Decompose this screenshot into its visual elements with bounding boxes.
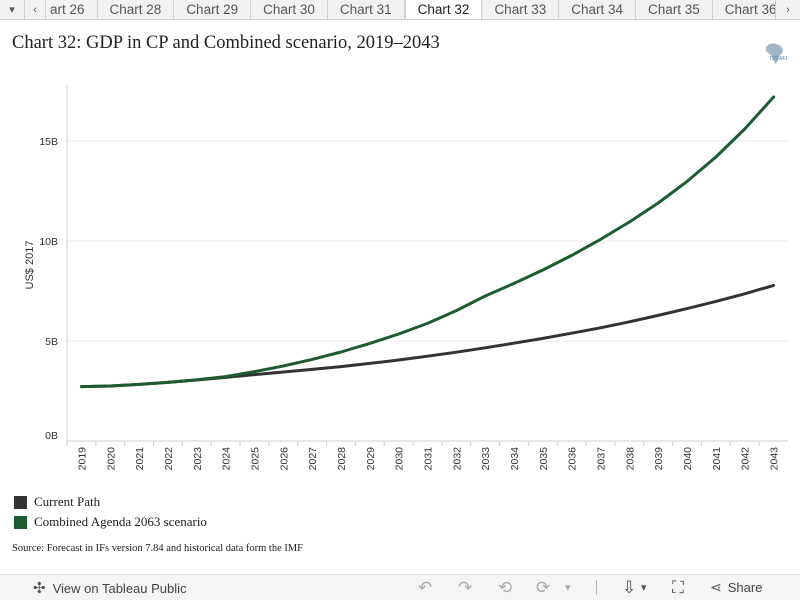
x-tick-label: 2020	[105, 447, 117, 471]
x-tick-label: 2028	[336, 447, 348, 471]
download-icon[interactable]: ⇩	[622, 578, 637, 597]
tab-chart-31[interactable]: Chart 31	[328, 0, 405, 19]
x-tick-label: 2037	[596, 447, 608, 471]
view-on-tableau-link[interactable]: ✣ View on Tableau Public	[33, 579, 187, 597]
x-tick-label: 2029	[365, 447, 377, 471]
x-tick-label: 2040	[682, 447, 694, 471]
tab-chart-34[interactable]: Chart 34	[559, 0, 636, 19]
tab-chart-32[interactable]: Chart 32	[404, 0, 483, 19]
gdp-line-chart: 0B 5B 10B 15B 2019 2020 2021 2022 2023 2024 2025 20…	[24, 85, 788, 471]
tab-chart-35[interactable]: Chart 35	[636, 0, 713, 19]
sheet-tabs: art 26 Chart 28 Chart 29 Chart 30 Chart 31 Ch…	[46, 0, 775, 19]
redo-icon[interactable]: ↷	[458, 578, 473, 597]
refresh-dropdown-icon[interactable]: ▾	[565, 582, 571, 594]
x-tick-label: 2031	[423, 447, 435, 471]
x-tick-label: 2032	[451, 447, 463, 471]
revert-icon[interactable]: ⟲	[498, 578, 513, 597]
legend-swatch-combined-scenario	[14, 515, 27, 529]
x-tick-label: 2043	[769, 447, 781, 471]
legend-label-current-path: Current Path	[34, 494, 101, 509]
tab-scroll-left-icon[interactable]: ‹	[25, 0, 46, 19]
view-on-tableau-label: View on Tableau Public	[52, 580, 187, 596]
tab-chart-28[interactable]: Chart 28	[98, 0, 175, 19]
tab-scroll-right-icon[interactable]: ›	[775, 0, 800, 19]
chart-title: Chart 32: GDP in CP and Combined scenari…	[12, 33, 440, 53]
y-axis-label: US$ 2017	[24, 241, 36, 290]
legend-label-combined-scenario: Combined Agenda 2063 scenario	[34, 514, 207, 529]
y-tick-label: 0B	[45, 430, 58, 442]
x-tick-label: 2033	[480, 447, 492, 471]
source-note: Source: Forecast in IFs version 7.84 and…	[12, 543, 304, 554]
legend-item-combined-scenario[interactable]: Combined Agenda 2063 scenario	[14, 512, 207, 532]
x-tick-label: 2042	[740, 447, 752, 471]
x-tick-label: 2024	[221, 447, 233, 471]
tab-chart-36[interactable]: Chart 36	[713, 0, 775, 19]
chart-legend: Current Path Combined Agenda 2063 scenar…	[14, 492, 207, 532]
x-tick-label: 2039	[653, 447, 665, 471]
download-dropdown-icon[interactable]: ▾	[641, 582, 647, 594]
tab-chart-29[interactable]: Chart 29	[174, 0, 252, 19]
refresh-icon[interactable]: ⟳	[536, 578, 551, 597]
x-tick-label: 2026	[278, 447, 290, 471]
tableau-toolbar: ✣ View on Tableau Public ↶ ↷ ⟲ ⟳ ▾ ⇩ ▾ ⛶…	[0, 574, 800, 600]
series-line-combined-scenario	[79, 95, 776, 389]
sheet-tab-bar: ▾ ‹ art 26 Chart 28 Chart 29 Chart 30 Chart …	[0, 0, 800, 20]
x-tick-label: 2035	[538, 447, 550, 471]
x-tick-label: 2021	[134, 447, 146, 471]
undo-icon[interactable]: ↶	[418, 578, 433, 597]
y-tick-label: 5B	[45, 336, 58, 348]
x-tick-label: 2027	[307, 447, 319, 471]
y-tick-label: 15B	[39, 136, 58, 148]
tab-menu-dropdown-icon[interactable]: ▾	[0, 0, 25, 19]
share-button[interactable]: ⋖ Share	[710, 579, 762, 596]
share-icon: ⋖	[710, 579, 722, 595]
iss-africa-logo: ISS AFI	[765, 43, 787, 64]
x-tick-label: 2030	[394, 447, 406, 471]
x-tick-label: 2036	[567, 447, 579, 471]
x-tick-label: 2025	[249, 447, 261, 471]
toolbar-divider	[596, 580, 597, 595]
tab-art-26[interactable]: art 26	[46, 0, 98, 19]
tab-chart-30[interactable]: Chart 30	[251, 0, 328, 19]
tableau-logo-icon: ✣	[33, 580, 46, 597]
x-tick-label: 2038	[624, 447, 636, 471]
share-label: Share	[727, 580, 763, 595]
x-tick-label: 2034	[509, 447, 521, 471]
svg-text:ISS AFI: ISS AFI	[770, 56, 787, 62]
x-tick-label: 2022	[163, 447, 175, 471]
y-tick-label: 10B	[39, 236, 58, 248]
legend-item-current-path[interactable]: Current Path	[14, 492, 207, 512]
fullscreen-icon[interactable]: ⛶	[672, 578, 684, 597]
x-tick-label: 2023	[192, 447, 204, 471]
legend-swatch-current-path	[14, 495, 27, 509]
series-line-current-path	[79, 283, 776, 389]
x-tick-label: 2019	[76, 447, 88, 471]
tab-chart-33[interactable]: Chart 33	[482, 0, 560, 19]
x-tick-label: 2041	[711, 447, 723, 471]
